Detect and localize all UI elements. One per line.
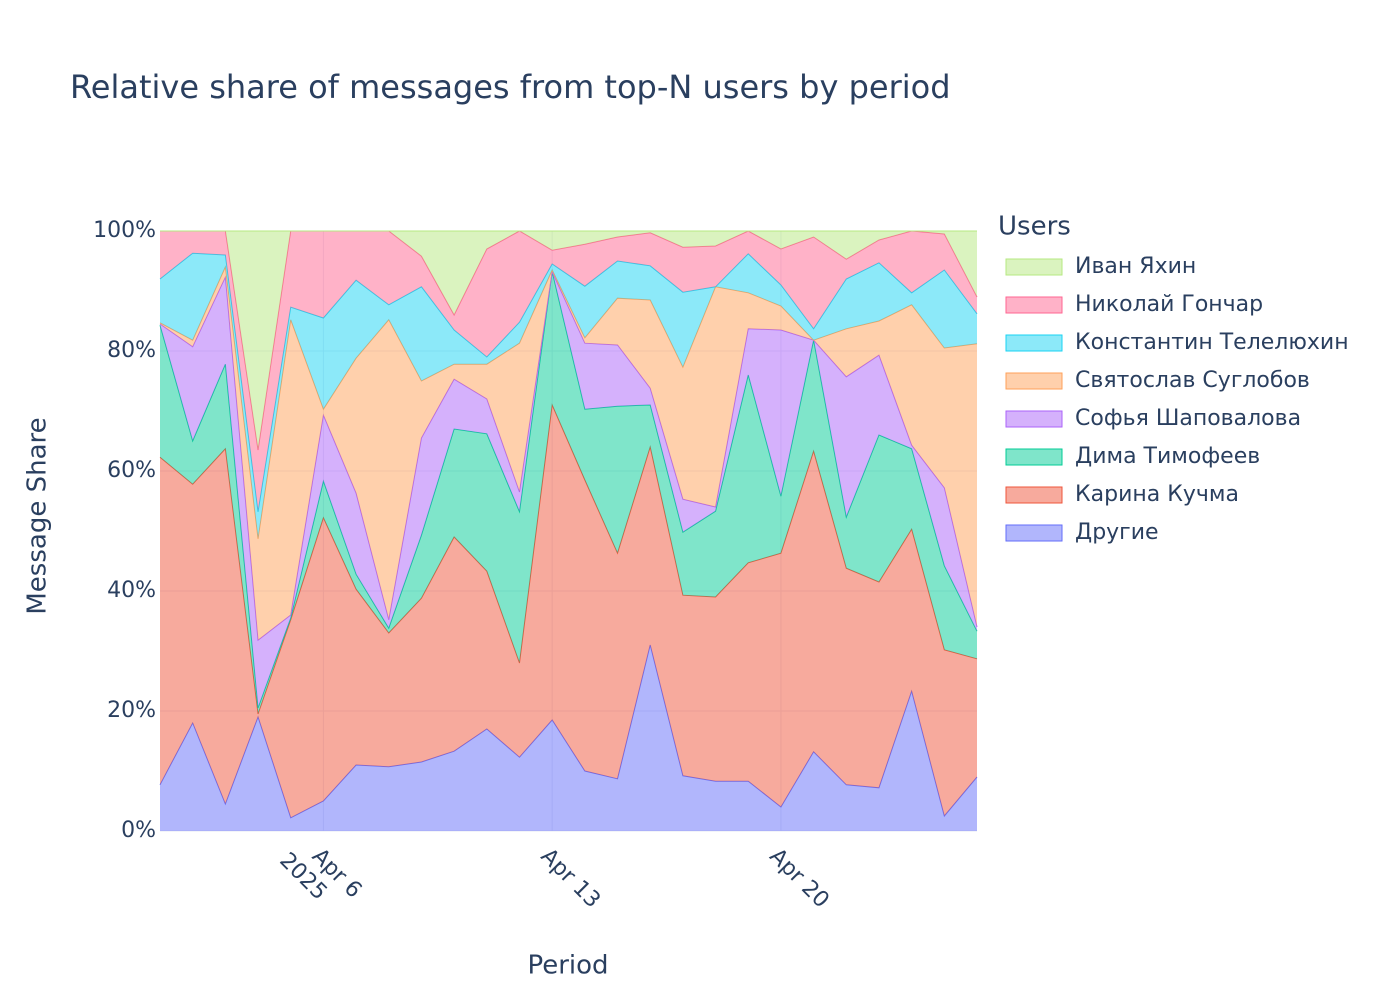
y-tick-label: 100% [93,218,156,243]
legend-swatch [1005,524,1063,542]
legend-label: Николай Гончар [1075,292,1263,317]
legend-label: Константин Телелюхин [1075,330,1349,355]
x-axis-title: Period [527,951,608,981]
legend-swatch [1005,448,1063,466]
y-tick-label: 0% [121,818,156,843]
legend-label: Другие [1075,520,1159,545]
legend-swatch [1005,410,1063,428]
legend-swatch [1005,372,1063,390]
legend-label: Иван Яхин [1075,254,1196,279]
legend-label: Софья Шаповалова [1075,406,1301,431]
legend-label: Дима Тимофеев [1075,444,1260,469]
y-tick-label: 80% [107,338,156,363]
legend-swatch [1005,334,1063,352]
areas [159,230,978,831]
area-fill [160,271,977,714]
y-tick-label: 60% [107,458,156,483]
area-fill [160,231,977,512]
area-fill [160,405,977,818]
x-tick-label: Apr 13 [536,844,605,913]
legend: Иван Яхин Николай Гончар Константин Телелю… [1005,254,1349,545]
area-fill [160,231,977,450]
chart-title: Relative share of messages from top-N us… [70,68,951,106]
legend-label: Святослав Суглобов [1075,368,1310,393]
area-fill [160,645,977,831]
legend-title: Users [998,212,1071,242]
y-tick-label: 40% [107,578,156,603]
area-fill [160,267,977,641]
x-tick-label: Apr 20 [764,844,833,913]
legend-swatch [1005,258,1063,276]
x-tick: Apr 13 [536,844,605,913]
area-fill [160,253,977,539]
legend-swatch [1005,486,1063,504]
legend-swatch [1005,296,1063,314]
area-fill [160,271,977,708]
legend-label: Карина Кучма [1075,482,1239,507]
y-tick-label: 20% [107,698,156,723]
y-axis-title: Message Share [23,417,53,614]
x-tick: Apr 20 [764,844,833,913]
